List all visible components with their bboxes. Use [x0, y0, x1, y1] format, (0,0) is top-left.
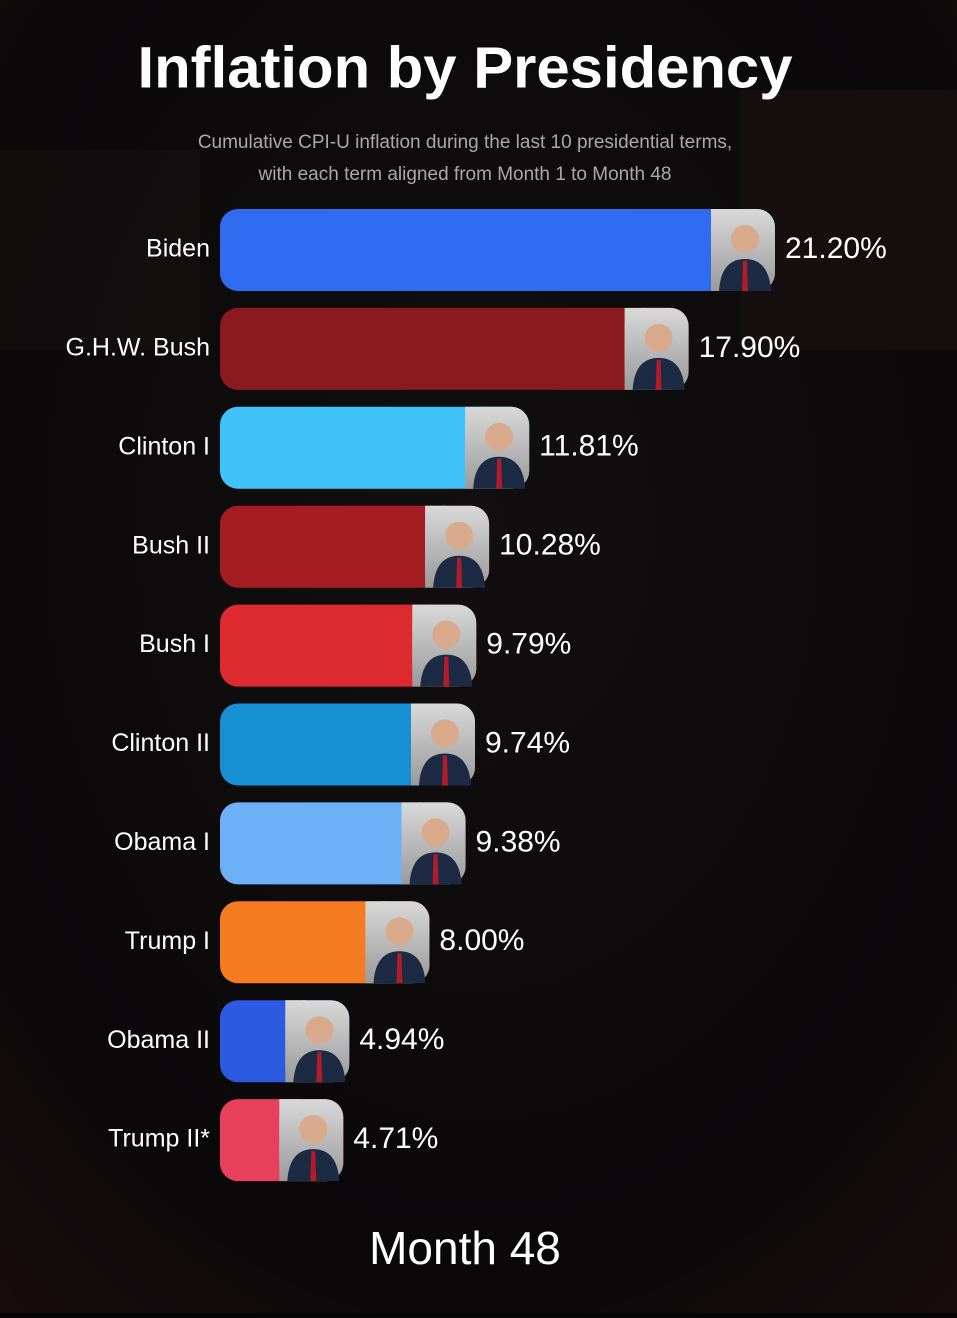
category-label: Trump I [125, 927, 210, 955]
photo-head [305, 1016, 334, 1045]
background-capitol [740, 90, 957, 350]
photo-head [445, 521, 474, 550]
bar [220, 307, 689, 390]
category-label: Obama I [114, 828, 210, 856]
president-photo [465, 406, 530, 489]
photo-tie [441, 755, 448, 786]
bar [220, 505, 490, 588]
photo-tie [742, 261, 748, 291]
bars: Biden 21.20% G.H.W. Bush 17.90% Clinton I 11.… [66, 209, 887, 1182]
photo-tie [443, 656, 450, 687]
category-label: Clinton I [118, 432, 210, 460]
photo-head [430, 719, 459, 748]
bar [220, 406, 530, 489]
president-photo [412, 604, 477, 687]
background-building [0, 150, 200, 350]
category-label: Bush II [132, 531, 210, 559]
photo-head [421, 818, 450, 847]
value-label: 11.81% [539, 430, 639, 463]
bar [220, 604, 477, 687]
president-photo [410, 703, 475, 786]
photo-head [385, 917, 414, 946]
president-photo [285, 1000, 350, 1083]
photo-head [432, 620, 461, 649]
value-label: 4.71% [353, 1122, 438, 1155]
category-label: Trump II* [108, 1125, 210, 1153]
value-label: 9.74% [485, 726, 570, 759]
photo-tie [655, 359, 662, 390]
photo-head [731, 225, 759, 253]
category-label: Obama II [107, 1026, 210, 1054]
chart-subtitle: Cumulative CPI-U inflation during the la… [198, 132, 732, 153]
photo-tie [396, 953, 403, 984]
value-label: 21.20% [785, 232, 887, 265]
photo-head [299, 1115, 328, 1144]
photo-head [485, 422, 514, 451]
value-label: 4.94% [359, 1023, 444, 1056]
photo-head [644, 323, 673, 352]
president-photo [425, 505, 490, 588]
value-label: 8.00% [439, 924, 524, 957]
category-label: G.H.W. Bush [66, 334, 210, 362]
category-label: Biden [146, 235, 210, 263]
chart-title: Inflation by Presidency [138, 35, 793, 100]
photo-tie [496, 458, 503, 489]
president-photo [279, 1099, 344, 1182]
president-photo [624, 307, 689, 390]
photo-tie [316, 1052, 323, 1083]
value-label: 9.38% [476, 825, 561, 858]
president-photo [365, 901, 430, 984]
chart-subtitle: with each term aligned from Month 1 to M… [258, 164, 672, 185]
category-label: Bush I [139, 630, 210, 658]
photo-tie [432, 854, 439, 885]
value-label: 17.90% [699, 331, 801, 364]
president-photo [711, 209, 775, 291]
bar [220, 209, 775, 291]
value-label: 9.79% [486, 628, 571, 661]
period-label: Month 48 [369, 1222, 561, 1274]
category-label: Clinton II [111, 729, 210, 757]
photo-tie [456, 557, 463, 588]
photo-tie [310, 1151, 317, 1182]
value-label: 10.28% [499, 529, 601, 562]
president-photo [401, 802, 466, 885]
